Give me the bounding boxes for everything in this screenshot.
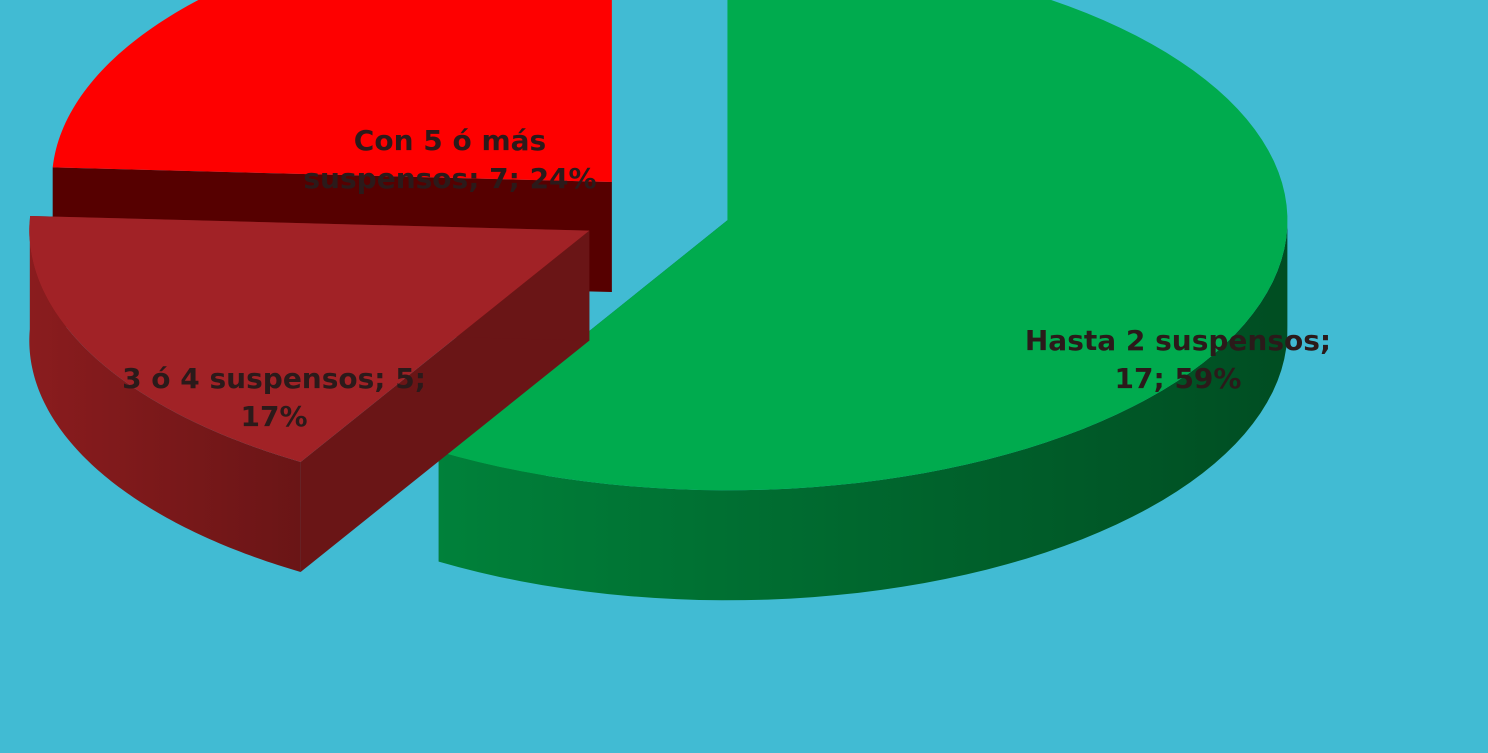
slice-1-top <box>438 0 1288 491</box>
slice-label-3: Con 5 ó más suspensos; 7; 24% <box>303 124 596 195</box>
slice-1-outer-wall-1 <box>438 216 1288 601</box>
slice-label-2: 3 ó 4 suspensos; 5; 17% <box>122 362 426 433</box>
slice-2-top <box>29 215 590 462</box>
slice-label-1-line-1: Hasta 2 suspensos; <box>1025 324 1331 357</box>
slice-3-top <box>52 0 612 183</box>
pie-slice-1 <box>438 0 1288 601</box>
slice-label-1-line-2: 17; 59% <box>1115 362 1242 395</box>
slice-label-1: Hasta 2 suspensos; 17; 59% <box>1025 324 1331 395</box>
slice-label-3-line-2: suspensos; 7; 24% <box>303 162 596 195</box>
pie-slice-2 <box>29 215 590 572</box>
slice-label-2-line-2: 17% <box>240 400 307 433</box>
slice-2-outer-wall-1 <box>29 219 301 572</box>
slice-label-3-line-1: Con 5 ó más <box>354 124 546 157</box>
slice-label-2-line-1: 3 ó 4 suspensos; 5; <box>122 362 426 395</box>
